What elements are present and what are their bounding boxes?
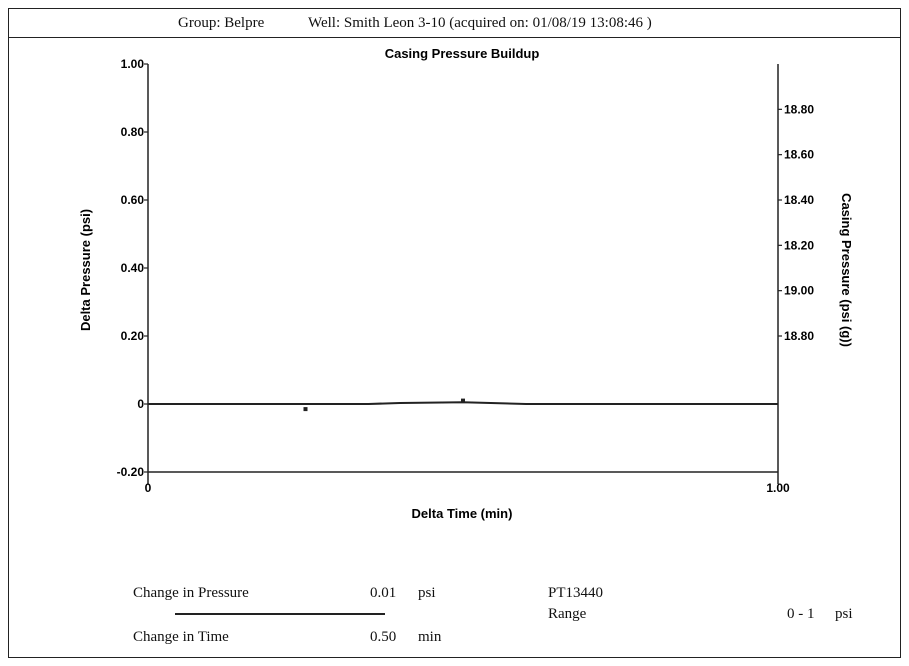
y-tick-label: 0 (137, 397, 144, 411)
data-point (303, 407, 308, 412)
y-tick-label: 0.40 (121, 261, 145, 275)
change-time-value: 0.50 (370, 629, 397, 645)
group-label: Group: Belpre (178, 15, 265, 31)
range-value: 0 - 1 (787, 606, 815, 622)
change-time-unit: min (418, 629, 442, 645)
chart-frame (8, 8, 901, 658)
y-tick-label: 1.00 (121, 57, 145, 71)
y-tick-label: 0.80 (121, 125, 145, 139)
change-pressure-value: 0.01 (370, 585, 397, 601)
change-pressure-unit: psi (418, 585, 436, 601)
y2-tick-label: 18.40 (784, 193, 814, 207)
y2-tick-label: 18.80 (784, 329, 814, 343)
change-pressure-label: Change in Pressure (133, 585, 249, 601)
y2-tick-label: 18.60 (784, 148, 814, 162)
change-time-label: Change in Time (133, 629, 229, 645)
chart-title: Casing Pressure Buildup (385, 46, 540, 61)
range-label: Range (548, 606, 587, 622)
x-tick-label: 1.00 (766, 481, 790, 495)
x-axis-label: Delta Time (min) (412, 506, 513, 521)
sensor-id: PT13440 (548, 585, 604, 601)
y2-axis-label: Casing Pressure (psi (g)) (839, 193, 854, 347)
x-tick-label: 0 (145, 481, 152, 495)
y2-tick-label: 19.00 (784, 284, 814, 298)
y-tick-label: -0.20 (117, 465, 145, 479)
series-line (148, 401, 778, 405)
range-unit: psi (835, 606, 853, 622)
y2-tick-label: 18.20 (784, 238, 814, 252)
y-tick-label: 0.20 (121, 329, 145, 343)
data-point (461, 398, 465, 403)
y-tick-label: 0.60 (121, 193, 145, 207)
header-bar: Group: Belpre Well: Smith Leon 3-10 (acq… (8, 8, 901, 38)
well-label: Well: Smith Leon 3-10 (acquired on: 01/0… (308, 15, 652, 31)
y2-tick-label: 18.80 (784, 102, 814, 116)
legend-line (175, 613, 385, 615)
y-axis-label: Delta Pressure (psi) (78, 209, 93, 331)
